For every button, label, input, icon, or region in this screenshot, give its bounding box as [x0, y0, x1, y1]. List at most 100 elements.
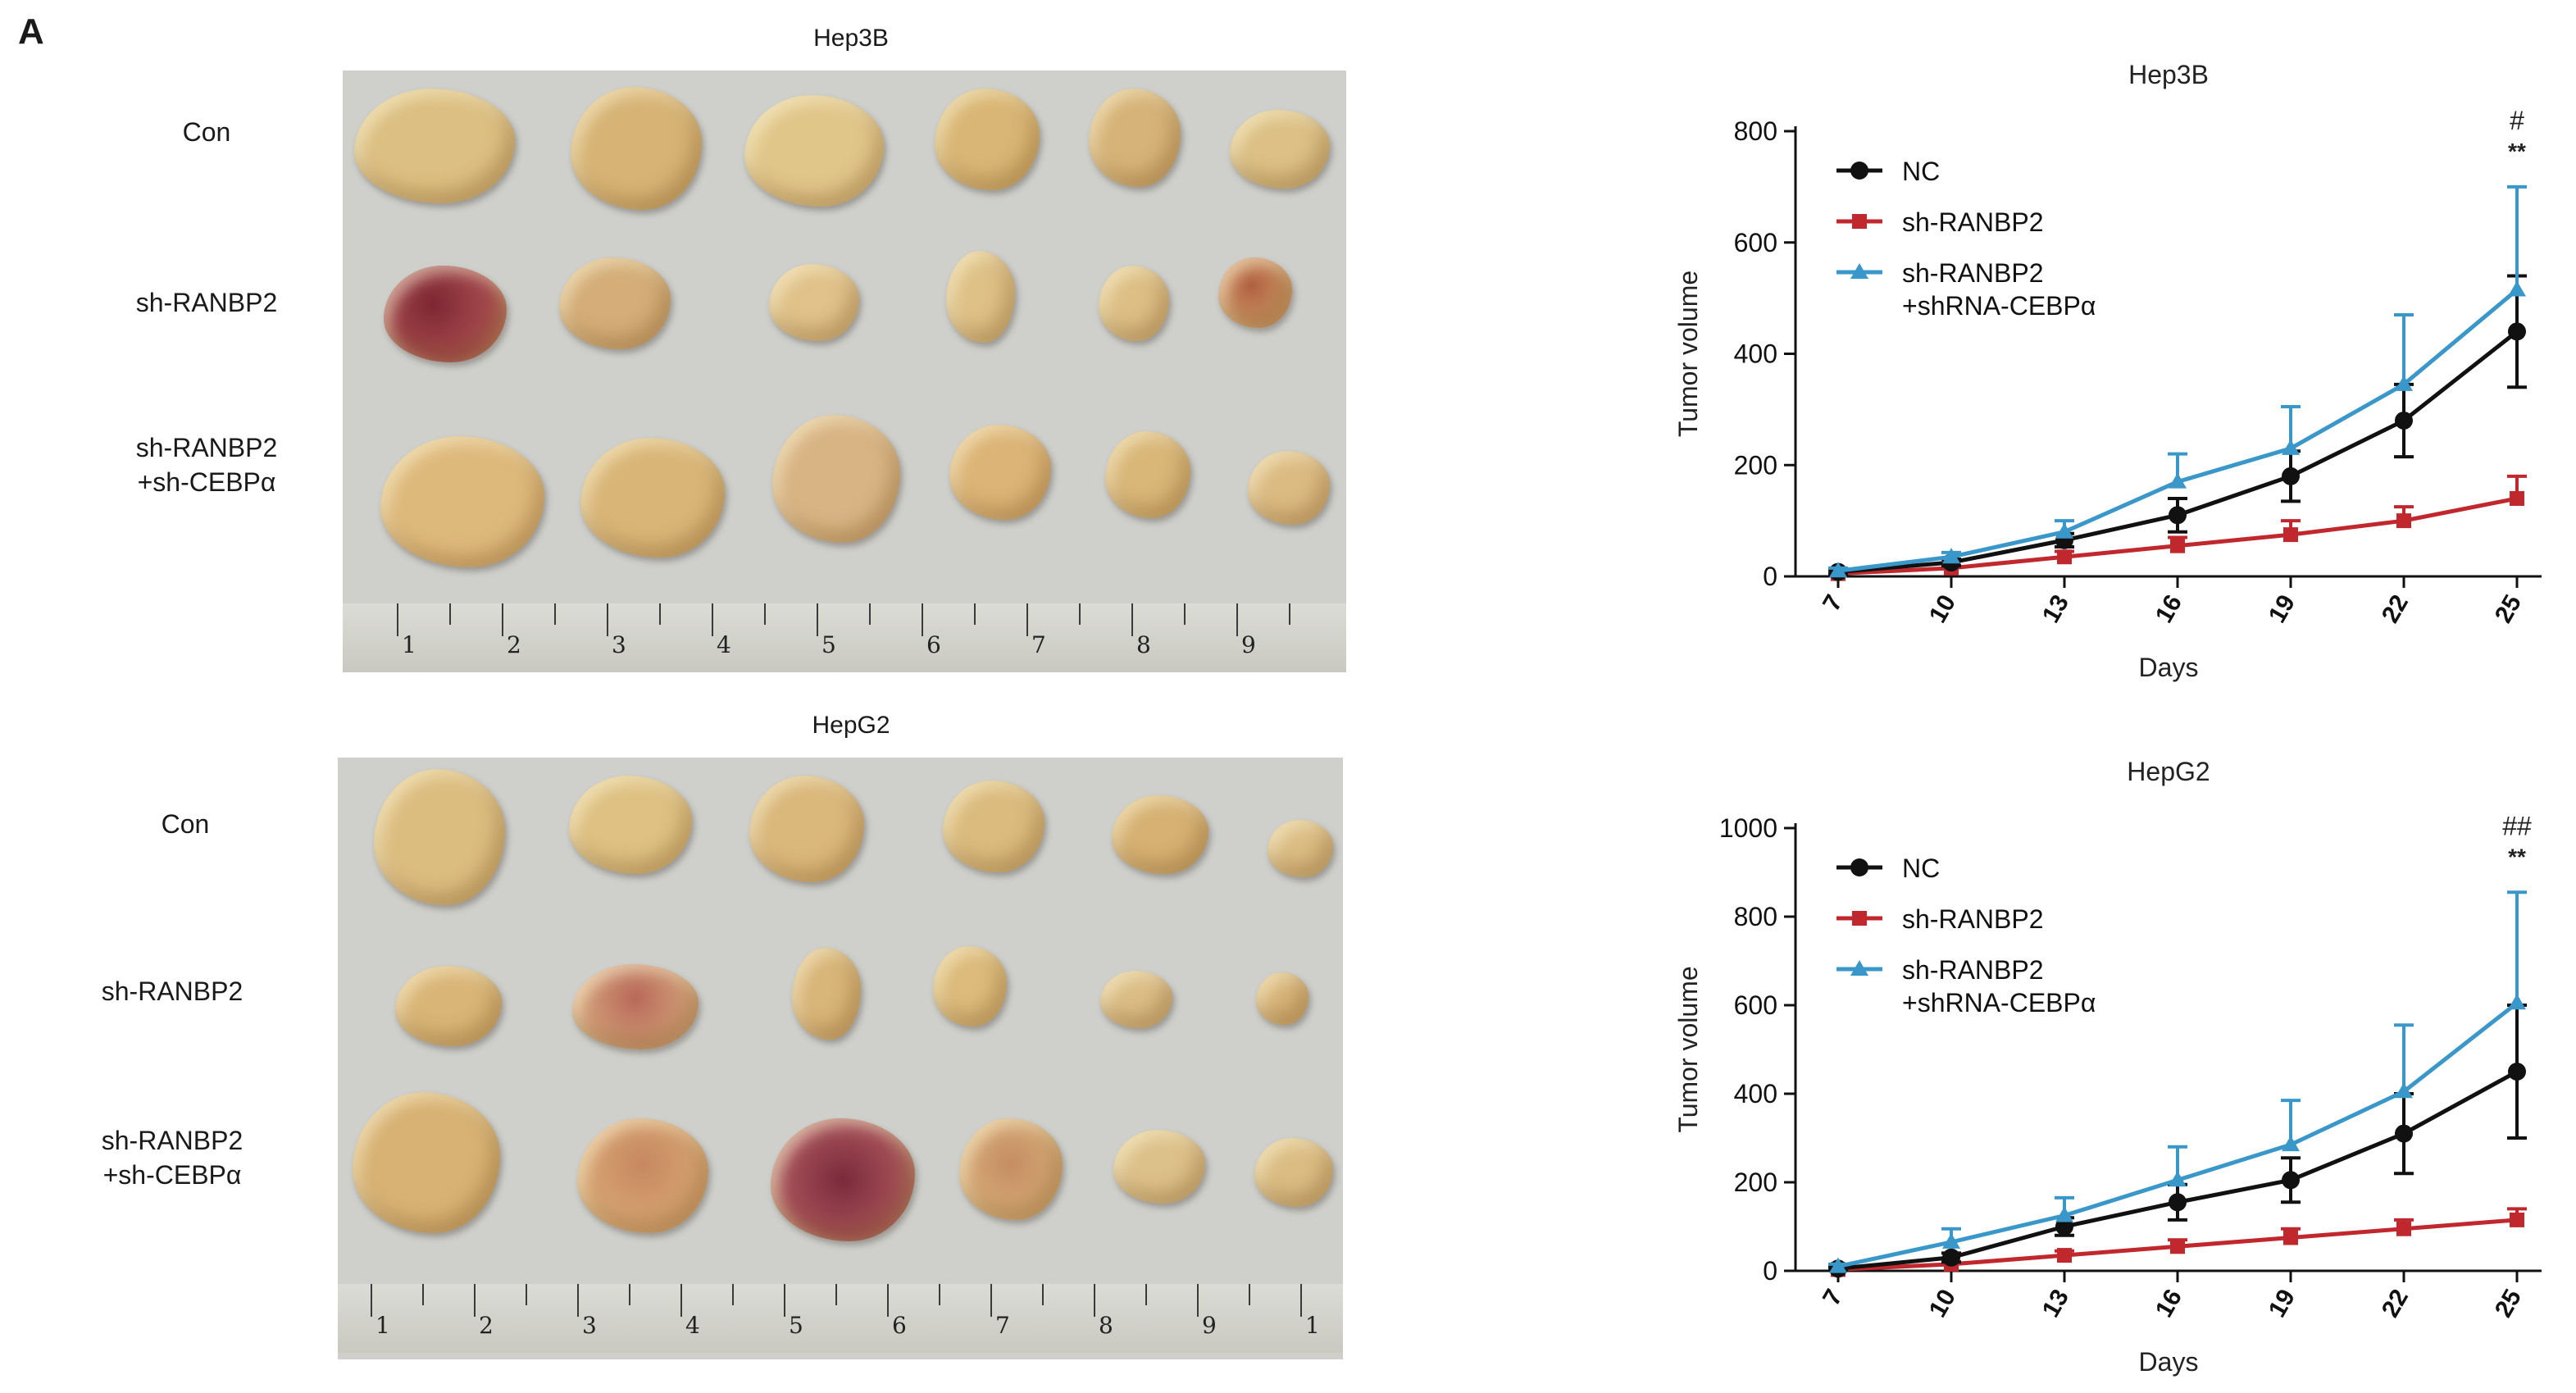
panel-label: A	[18, 11, 44, 52]
ruler-number: 6	[892, 1312, 907, 1339]
legend-marker-sh-ranbp2	[1852, 214, 1867, 229]
data-point-sh-ranbp2-shrna-cebpa	[1942, 1232, 1960, 1249]
ruler-number: 8	[1099, 1312, 1113, 1339]
y-tick-label: 600	[1734, 228, 1777, 257]
x-tick-label: 19	[2264, 1285, 2301, 1322]
data-point-sh-ranbp2-shrna-cebpa	[2282, 439, 2300, 455]
data-point-sh-ranbp2-shrna-cebpa	[1942, 548, 1960, 564]
y-tick-label: 0	[1763, 1256, 1777, 1286]
data-point-sh-ranbp2-shrna-cebpa	[2282, 1136, 2300, 1152]
chart-title: HepG2	[2127, 757, 2210, 786]
data-point-sh-ranbp2-shrna-cebpa	[2395, 375, 2413, 391]
x-tick-label: 10	[1924, 590, 1961, 627]
y-tick-label: 1000	[1719, 813, 1777, 843]
data-point-sh-ranbp2	[2170, 1239, 2185, 1254]
data-point-nc	[2508, 322, 2526, 341]
row-label-sh-ranbp2-sh-cebpa: sh-RANBP2 +sh-CEBPα	[101, 1126, 243, 1190]
legend-label-sh-ranbp2-shrna-cebpa: sh-RANBP2 +shRNA-CEBPα	[1902, 258, 2096, 321]
photo-title-hep3b: Hep3B	[813, 25, 889, 52]
data-point-sh-ranbp2-shrna-cebpa	[2395, 1082, 2413, 1099]
x-tick-label: 16	[2150, 590, 2187, 627]
data-point-sh-ranbp2-shrna-cebpa	[2508, 994, 2526, 1010]
y-tick-label: 800	[1734, 902, 1777, 931]
ruler-number: 8	[1136, 631, 1151, 658]
data-point-sh-ranbp2-shrna-cebpa	[2169, 472, 2187, 489]
y-tick-label: 400	[1734, 1079, 1777, 1108]
annotation-stars: **	[2508, 844, 2526, 869]
legend-marker-nc	[1850, 858, 1868, 876]
x-tick-label: 13	[2037, 590, 2074, 627]
data-point-sh-ranbp2	[2396, 1221, 2411, 1236]
legend-label-sh-ranbp2: sh-RANBP2	[1902, 904, 2044, 934]
y-tick-label: 400	[1734, 339, 1777, 369]
data-point-nc	[2395, 411, 2413, 430]
data-point-sh-ranbp2-shrna-cebpa	[2508, 280, 2526, 297]
ruler-number: 5	[789, 1312, 803, 1339]
x-tick-label: 25	[2490, 1285, 2527, 1322]
data-point-sh-ranbp2	[2396, 513, 2411, 529]
data-point-sh-ranbp2	[2510, 1212, 2524, 1227]
annotation-hash: #	[2510, 106, 2524, 135]
legend-label-sh-ranbp2-shrna-cebpa: sh-RANBP2 +shRNA-CEBPα	[1902, 955, 2096, 1017]
ruler-number: 4	[717, 631, 731, 658]
ruler-number: 9	[1241, 631, 1256, 658]
x-tick-label: 16	[2150, 1285, 2187, 1322]
data-point-nc	[2169, 1193, 2187, 1212]
ruler-number: 9	[1202, 1312, 1217, 1339]
data-point-nc	[1942, 1248, 1960, 1267]
ruler-number: 3	[612, 631, 626, 658]
x-tick-label: 19	[2264, 590, 2301, 627]
legend-marker-sh-ranbp2	[1852, 911, 1867, 926]
row-label-sh-ranbp2-sh-cebpa: sh-RANBP2 +sh-CEBPα	[135, 433, 278, 497]
legend-label-nc: NC	[1902, 854, 1940, 883]
x-tick-label: 7	[1818, 1285, 1848, 1310]
data-point-sh-ranbp2-shrna-cebpa	[2055, 1206, 2073, 1222]
photo-title-hepg2: HepG2	[812, 712, 890, 739]
legend-marker-sh-ranbp2-shrna-cebpa	[1850, 263, 1868, 279]
data-point-sh-ranbp2-shrna-cebpa	[1829, 562, 1847, 578]
row-label-sh-ranbp2: sh-RANBP2	[101, 976, 243, 1006]
data-point-sh-ranbp2-shrna-cebpa	[2169, 1171, 2187, 1187]
ruler-hepg2: 1 2 3 4 5 6 7 8 9 1	[338, 1284, 1343, 1353]
x-tick-label: 7	[1818, 590, 1848, 616]
data-point-sh-ranbp2	[2170, 538, 2185, 553]
y-tick-label: 600	[1734, 990, 1777, 1020]
ruler-number: 6	[926, 631, 941, 658]
legend-marker-sh-ranbp2-shrna-cebpa	[1850, 960, 1868, 976]
row-label-con: Con	[182, 117, 231, 147]
x-tick-label: 22	[2377, 1285, 2414, 1322]
x-tick-label: 22	[2377, 590, 2414, 627]
row-label-sh-ranbp2: sh-RANBP2	[135, 288, 278, 317]
x-tick-label: 10	[1924, 1285, 1961, 1322]
legend-marker-nc	[1850, 162, 1868, 180]
ruler-number: 2	[479, 1312, 494, 1339]
ruler-number: 1	[375, 1312, 390, 1339]
data-point-sh-ranbp2	[2283, 1230, 2298, 1245]
data-point-sh-ranbp2-shrna-cebpa	[1829, 1257, 1847, 1273]
data-point-sh-ranbp2	[2057, 1248, 2072, 1263]
y-axis-label: Tumor volume	[1673, 271, 1703, 437]
tumor-photo-hepg2: 1 2 3 4 5 6 7 8 9 1	[338, 758, 1343, 1359]
y-tick-label: 200	[1734, 1168, 1777, 1197]
x-tick-label: 25	[2490, 590, 2527, 627]
ruler-hep3b: 1 2 3 4 5 6 7 8 9	[343, 603, 1346, 672]
ruler-number: 3	[582, 1312, 597, 1339]
y-tick-label: 800	[1734, 116, 1777, 146]
tumor-photo-hep3b: 1 2 3 4 5 6 7 8 9	[343, 71, 1346, 672]
ruler-number: 7	[995, 1312, 1010, 1339]
data-point-sh-ranbp2-shrna-cebpa	[2055, 522, 2073, 539]
data-point-sh-ranbp2	[2510, 490, 2524, 506]
ruler-number: 1	[1305, 1312, 1320, 1339]
legend-label-nc: NC	[1902, 157, 1940, 186]
chart-hep3b: Hep3B 0 200 400 600 800 7 10 13 16 19 22 25 Days Tumor…	[1673, 60, 2542, 682]
ruler-number: 2	[507, 631, 521, 658]
chart-hepg2: HepG2 0 200 400 600 800 1000 7 10 13 16 19 22 25 Days T…	[1673, 757, 2542, 1377]
y-tick-label: 200	[1734, 450, 1777, 480]
annotation-stars: **	[2508, 139, 2526, 164]
y-tick-label: 0	[1763, 562, 1777, 591]
ruler-number: 1	[402, 631, 416, 658]
data-point-nc	[2282, 1171, 2300, 1190]
ruler-number: 5	[821, 631, 836, 658]
legend-label-sh-ranbp2: sh-RANBP2	[1902, 207, 2044, 237]
data-point-nc	[2508, 1063, 2526, 1081]
